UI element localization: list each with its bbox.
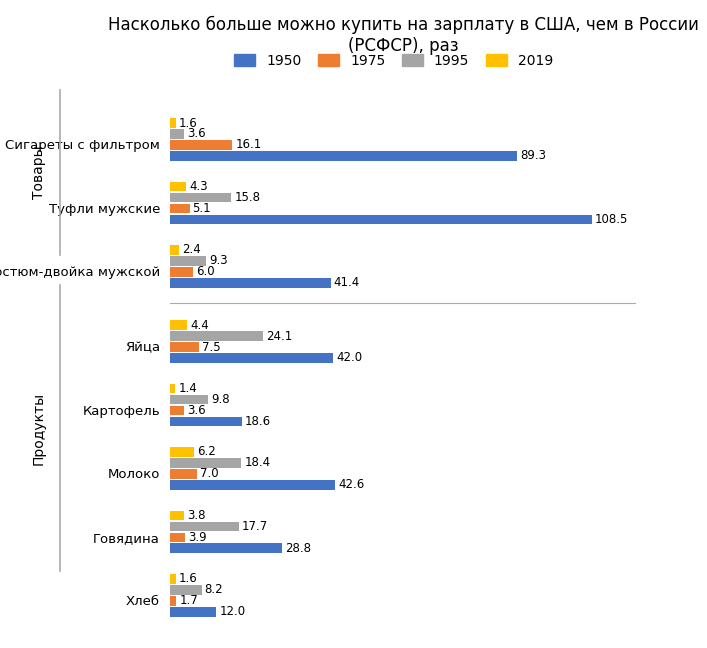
Bar [170, 522, 238, 531]
Bar [170, 596, 176, 606]
Text: 24.1: 24.1 [267, 330, 293, 343]
Text: 1.6: 1.6 [179, 572, 198, 585]
Text: 1.4: 1.4 [178, 382, 197, 395]
Text: 7.0: 7.0 [200, 467, 218, 480]
Text: 3.9: 3.9 [188, 531, 206, 544]
Legend: 1950, 1975, 1995, 2019: 1950, 1975, 1995, 2019 [228, 49, 559, 73]
Bar [170, 267, 193, 277]
Bar [170, 129, 184, 139]
Text: 16.1: 16.1 [235, 139, 262, 152]
Text: 17.7: 17.7 [242, 520, 268, 533]
Text: 8.2: 8.2 [205, 583, 223, 596]
Bar [170, 469, 197, 479]
Bar [170, 607, 216, 617]
Bar [170, 320, 187, 330]
Text: 2.4: 2.4 [182, 244, 201, 257]
Text: 18.4: 18.4 [245, 456, 271, 469]
Bar [170, 151, 517, 161]
Text: 3.6: 3.6 [187, 404, 206, 417]
Bar [170, 118, 176, 128]
Text: Товары: Товары [32, 146, 46, 200]
Bar [170, 203, 189, 213]
Bar [170, 353, 333, 363]
Text: 3.8: 3.8 [187, 509, 206, 522]
Text: 18.6: 18.6 [245, 415, 271, 428]
Bar [170, 342, 199, 352]
Bar [170, 480, 335, 490]
Text: 42.0: 42.0 [336, 351, 362, 364]
Bar [170, 278, 331, 288]
Text: 4.3: 4.3 [189, 180, 208, 193]
Bar [170, 256, 206, 266]
Text: 9.8: 9.8 [211, 393, 230, 406]
Text: 12.0: 12.0 [219, 605, 245, 618]
Bar [170, 447, 194, 457]
Text: 108.5: 108.5 [595, 213, 628, 226]
Text: 28.8: 28.8 [285, 542, 311, 555]
Text: 7.5: 7.5 [202, 340, 221, 354]
Text: 5.1: 5.1 [192, 202, 211, 215]
Bar [170, 395, 208, 404]
Bar [170, 417, 242, 426]
Bar [170, 140, 233, 150]
Bar [170, 574, 176, 584]
Text: 15.8: 15.8 [234, 191, 260, 204]
Bar [170, 214, 592, 224]
Bar [170, 192, 231, 202]
Bar [170, 406, 184, 415]
Bar [170, 511, 185, 520]
Bar [170, 458, 241, 468]
Text: 89.3: 89.3 [520, 150, 546, 163]
Bar [170, 585, 201, 595]
Bar [170, 245, 179, 255]
Text: 41.4: 41.4 [334, 276, 360, 290]
Text: 42.6: 42.6 [339, 478, 365, 491]
Bar [170, 181, 187, 191]
Text: 6.0: 6.0 [196, 265, 215, 279]
Bar [170, 533, 185, 542]
Bar [170, 544, 281, 553]
Text: 1.6: 1.6 [179, 117, 198, 130]
Bar [170, 331, 264, 341]
Text: 6.2: 6.2 [197, 445, 216, 458]
Title: Насколько больше можно купить на зарплату в США, чем в России
(РСФСР), раз: Насколько больше можно купить на зарплат… [107, 16, 699, 55]
Text: Продукты: Продукты [32, 391, 46, 465]
Text: 4.4: 4.4 [190, 319, 209, 332]
Bar [170, 384, 175, 393]
Text: 3.6: 3.6 [187, 128, 206, 141]
Text: 9.3: 9.3 [209, 255, 228, 268]
Text: 1.7: 1.7 [180, 594, 198, 607]
